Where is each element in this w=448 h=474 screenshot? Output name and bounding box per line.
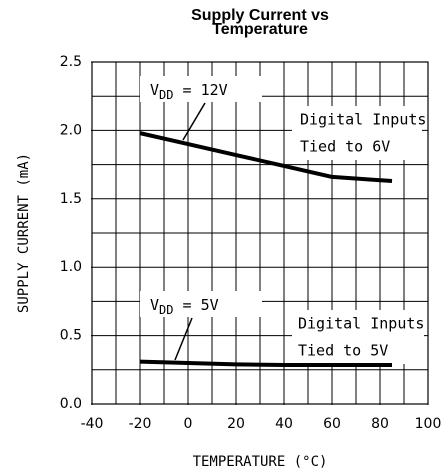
leader-line — [174, 317, 193, 361]
leader-line — [182, 102, 206, 141]
x-tick-label: -20 — [129, 416, 152, 432]
y-tick-label: 0.5 — [60, 328, 82, 344]
annotation-subscript: DD — [159, 88, 173, 102]
x-tick-label: -40 — [81, 416, 104, 432]
annotation: Digital Inputs — [300, 111, 426, 129]
x-tick-label: 100 — [415, 416, 442, 432]
y-tick-label: 2.0 — [60, 122, 82, 138]
plot-frame — [91, 61, 429, 405]
x-tick-label: 80 — [371, 416, 389, 432]
annotation: Tied to 6V — [300, 138, 390, 156]
line-series — [139, 359, 392, 368]
label-background — [140, 76, 262, 102]
annotation: Digital Inputs — [298, 315, 424, 333]
annotation: Tied to 5V — [298, 342, 388, 360]
x-axis-label: TEMPERATURE (°C) — [193, 454, 328, 470]
annotation-subscript: DD — [159, 303, 173, 317]
y-axis-label: SUPPLY CURRENT (mA) — [16, 153, 32, 313]
annotation-part: = 5V — [173, 296, 218, 314]
label-background — [292, 106, 422, 160]
label-background — [292, 310, 424, 364]
x-tick-label: 0 — [184, 416, 193, 432]
annotation-part: V — [150, 296, 159, 314]
y-tick-label: 1.0 — [60, 259, 82, 275]
x-tick-label: 40 — [275, 416, 293, 432]
annotation-part: = 12V — [173, 81, 227, 99]
annotation: VDD = 5V — [150, 296, 219, 317]
chart-title: Temperature — [212, 21, 308, 38]
annotation: VDD = 12V — [150, 81, 228, 102]
annotation-part: V — [150, 81, 159, 99]
x-tick-label: 60 — [323, 416, 341, 432]
y-tick-label: 2.5 — [60, 54, 82, 70]
x-tick-label: 20 — [227, 416, 245, 432]
line-series — [139, 131, 393, 184]
y-tick-label: 0.0 — [60, 396, 82, 412]
y-tick-label: 1.5 — [60, 191, 82, 207]
chart-title: Supply Current vs — [191, 7, 329, 24]
label-background — [140, 291, 262, 317]
